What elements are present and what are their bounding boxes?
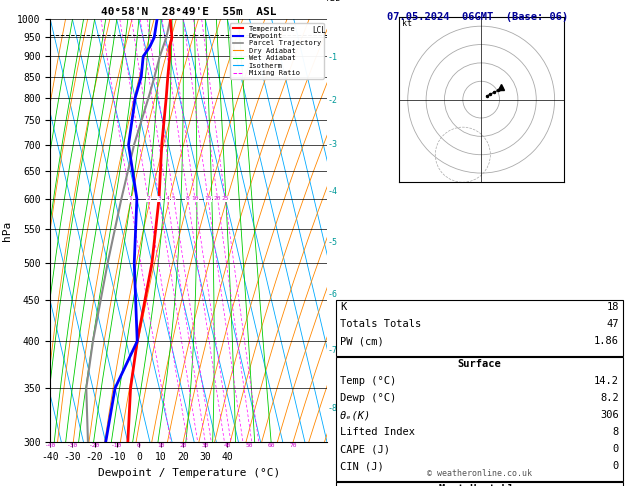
Text: 306: 306 bbox=[600, 410, 619, 420]
Text: -20: -20 bbox=[89, 443, 100, 448]
Text: 70: 70 bbox=[290, 443, 298, 448]
Text: -6: -6 bbox=[327, 290, 337, 299]
Text: 0: 0 bbox=[613, 444, 619, 454]
Text: 3: 3 bbox=[157, 196, 161, 201]
Text: 50: 50 bbox=[246, 443, 253, 448]
Text: 40: 40 bbox=[224, 443, 231, 448]
Text: K: K bbox=[340, 302, 346, 312]
Text: 1: 1 bbox=[128, 196, 132, 201]
Text: 0: 0 bbox=[137, 443, 141, 448]
Text: Surface: Surface bbox=[458, 359, 501, 369]
Text: 15: 15 bbox=[204, 196, 212, 201]
Text: 07.05.2024  06GMT  (Base: 06): 07.05.2024 06GMT (Base: 06) bbox=[387, 12, 569, 22]
Text: 47: 47 bbox=[606, 319, 619, 329]
Text: 5: 5 bbox=[172, 196, 175, 201]
Text: CAPE (J): CAPE (J) bbox=[340, 444, 390, 454]
Text: -4: -4 bbox=[327, 188, 337, 196]
Text: 8: 8 bbox=[613, 427, 619, 437]
Text: 30: 30 bbox=[201, 443, 209, 448]
Title: 40°58'N  28°49'E  55m  ASL: 40°58'N 28°49'E 55m ASL bbox=[101, 7, 277, 17]
Text: Dewp (°C): Dewp (°C) bbox=[340, 393, 396, 403]
Bar bbox=[336, 300, 623, 356]
Text: -30: -30 bbox=[67, 443, 78, 448]
Text: -3: -3 bbox=[327, 140, 337, 149]
Text: 18: 18 bbox=[606, 302, 619, 312]
Text: © weatheronline.co.uk: © weatheronline.co.uk bbox=[427, 469, 532, 478]
Text: -8: -8 bbox=[327, 404, 337, 413]
Text: 8: 8 bbox=[186, 196, 190, 201]
Text: 10: 10 bbox=[157, 443, 165, 448]
Text: 10: 10 bbox=[191, 196, 199, 201]
Y-axis label: hPa: hPa bbox=[1, 221, 11, 241]
Text: 20: 20 bbox=[214, 196, 221, 201]
Text: 4: 4 bbox=[165, 196, 169, 201]
Text: -1: -1 bbox=[327, 52, 337, 62]
Text: -40: -40 bbox=[45, 443, 56, 448]
Text: -5: -5 bbox=[327, 238, 337, 247]
Text: 25: 25 bbox=[221, 196, 229, 201]
Text: PW (cm): PW (cm) bbox=[340, 336, 384, 346]
Text: 14.2: 14.2 bbox=[594, 376, 619, 386]
Text: 60: 60 bbox=[268, 443, 276, 448]
Text: 0: 0 bbox=[613, 461, 619, 471]
Text: 20: 20 bbox=[179, 443, 187, 448]
Bar bbox=[336, 357, 623, 481]
Text: LCL: LCL bbox=[313, 25, 326, 35]
Text: 1.86: 1.86 bbox=[594, 336, 619, 346]
Text: Temp (°C): Temp (°C) bbox=[340, 376, 396, 386]
Text: km
ASL: km ASL bbox=[327, 0, 341, 2]
X-axis label: Dewpoint / Temperature (°C): Dewpoint / Temperature (°C) bbox=[97, 468, 280, 478]
Text: -2: -2 bbox=[327, 96, 337, 104]
Text: Most Unstable: Most Unstable bbox=[439, 484, 520, 486]
Text: CIN (J): CIN (J) bbox=[340, 461, 384, 471]
Text: θₑ(K): θₑ(K) bbox=[340, 410, 371, 420]
Text: Lifted Index: Lifted Index bbox=[340, 427, 415, 437]
Text: Totals Totals: Totals Totals bbox=[340, 319, 421, 329]
Text: kt: kt bbox=[402, 19, 412, 28]
Bar bbox=[336, 482, 623, 486]
Text: 2: 2 bbox=[146, 196, 150, 201]
Legend: Temperature, Dewpoint, Parcel Trajectory, Dry Adiabat, Wet Adiabat, Isotherm, Mi: Temperature, Dewpoint, Parcel Trajectory… bbox=[230, 23, 323, 79]
Text: -10: -10 bbox=[111, 443, 123, 448]
Text: 8.2: 8.2 bbox=[600, 393, 619, 403]
Text: -7: -7 bbox=[327, 346, 337, 355]
